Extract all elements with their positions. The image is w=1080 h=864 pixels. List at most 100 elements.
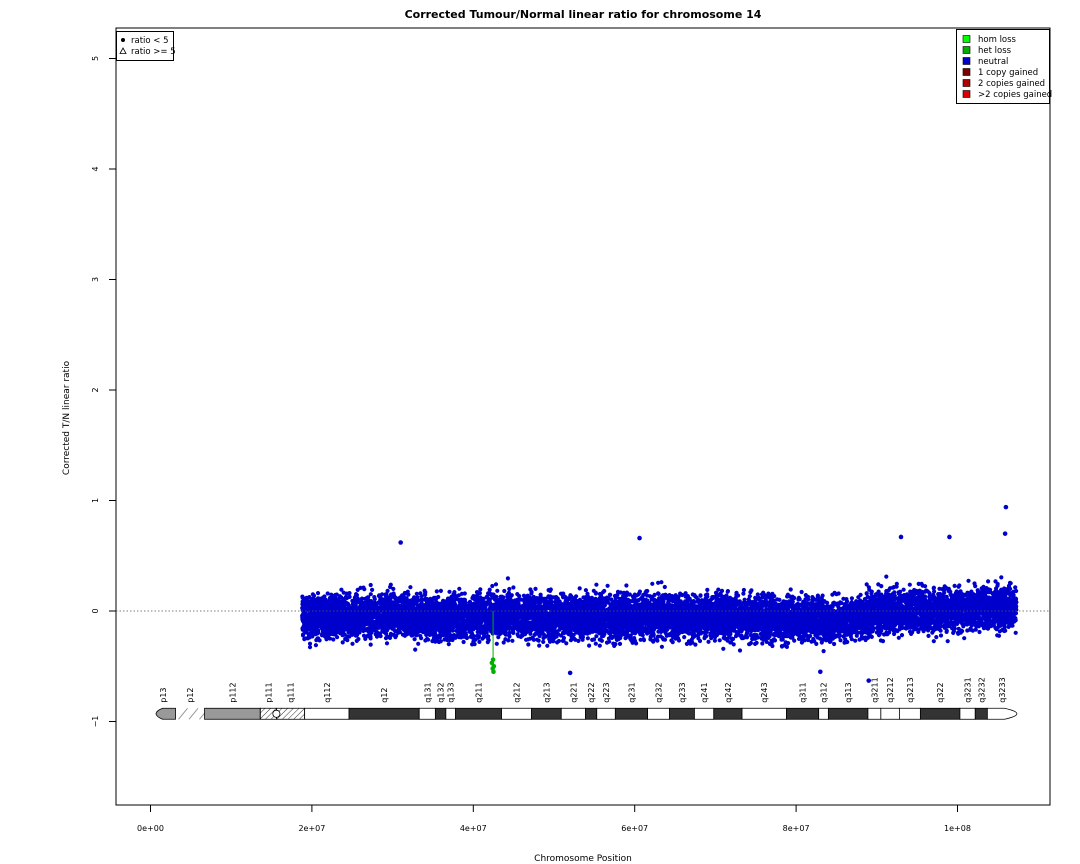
band-label: q3232 [977,677,986,702]
band-q243 [741,707,787,720]
x-tick-label: 4e+07 [460,824,487,833]
band-label: q243 [760,682,769,702]
band-q3232 [974,707,988,720]
state-legend-label: het loss [978,46,1012,56]
band-label: p112 [228,682,237,702]
band-q133 [445,707,456,720]
neutral-outlier-point [637,535,642,541]
band-label: q133 [447,682,456,702]
legend-circle-icon [121,38,125,42]
band-q322 [919,707,961,720]
het-loss-point [491,669,496,675]
x-tick-label: 1e+08 [944,824,971,833]
band-q111 [275,707,306,720]
band-q3212 [880,707,900,720]
band-q12 [348,707,420,720]
band-label: q242 [724,682,733,702]
band-p13 [155,707,176,720]
y-tick-label: 0 [91,608,100,613]
band-label: q111 [287,682,296,702]
y-axis-label: Corrected T/N linear ratio [62,360,72,475]
stalk-stroke [188,707,199,720]
band-q231 [614,707,649,720]
band-label: q211 [475,682,484,702]
neutral-outlier-point [567,670,573,676]
legend-triangle-icon [119,47,127,54]
band-q3231 [959,707,976,720]
band-label: q313 [844,682,853,702]
neutral-outlier-point [866,678,872,683]
legend-swatch [962,90,971,98]
het-loss-point [491,663,497,669]
neutral-outlier-point [947,534,952,540]
band-q222 [585,707,598,720]
band-q242 [713,707,743,720]
band-label: q12 [380,687,389,702]
neutral-outlier-point [1003,504,1009,510]
chromosome-ideogram: p13 p12 p112 p111 q111 q112 q12 q131 q132 q133 q21… [155,677,1018,720]
band-label: q3231 [964,677,973,702]
chart-title: Corrected Tumour/Normal linear ratio for… [405,8,762,21]
marker-legend-box [116,31,174,61]
y-tick-label: 4 [91,166,100,171]
band-q233 [669,707,695,720]
neutral-cloud [300,574,1019,654]
y-tick-label: −1 [91,716,100,728]
band-label: p111 [264,682,273,702]
band-label: p12 [186,687,195,702]
neutral-outlier-point [898,534,904,540]
band-label: q241 [700,682,709,702]
band-label: q112 [323,682,332,702]
axes: 0e+00 2e+07 4e+07 6e+07 8e+07 1e+08 −1 0 1 2 3 4 5 [91,27,1051,833]
neutral-outlier-point [818,669,823,675]
band-label: q222 [587,682,596,702]
band-q131 [418,707,436,720]
band-label: q312 [820,682,829,702]
x-tick-label: 2e+07 [298,824,325,833]
state-legend-box [956,29,1050,104]
band-label: q131 [423,682,432,702]
band-label: q233 [678,682,687,702]
marker-legend-label: ratio >= 5 [131,47,176,57]
plot-frame [115,27,1051,806]
band-label: q322 [936,682,945,702]
state-legend-label: 1 copy gained [978,68,1038,78]
band-label: q311 [799,682,808,702]
legend-swatch [962,57,971,65]
band-q213 [531,707,562,720]
neutral-outlier-point [398,540,403,545]
band-q221 [560,707,586,720]
band-label: q3213 [906,677,915,702]
band-q223 [596,707,616,720]
band-label: q221 [569,682,578,702]
band-label: q132 [437,682,446,702]
band-q3211 [867,707,882,720]
y-tick-label: 3 [91,277,100,282]
band-label: q3233 [998,677,1007,702]
x-tick-label: 6e+07 [621,824,648,833]
band-q3233 [986,707,1018,720]
band-label: q3212 [886,677,895,702]
state-legend-label: hom loss [978,35,1017,45]
het-loss-point [490,657,496,662]
band-q232 [647,707,670,720]
band-q313 [827,707,869,720]
legend-swatch [962,35,971,43]
band-label: q213 [542,682,551,702]
state-legend-label: neutral [978,57,1008,67]
state-legend-label: 2 copies gained [978,79,1045,89]
y-tick-label: 2 [91,387,100,392]
legend-swatch [962,46,971,54]
stalk-stroke [178,707,188,720]
band-q132 [434,707,447,720]
state-legend-label: >2 copies gained [978,90,1052,100]
band-q241 [694,707,715,720]
y-tick-label: 1 [91,498,100,503]
marker-legend-label: ratio < 5 [131,36,169,46]
neutral-outlier-point [1002,531,1008,536]
band-label: p13 [159,687,168,702]
scatter-cloud [300,574,1019,654]
